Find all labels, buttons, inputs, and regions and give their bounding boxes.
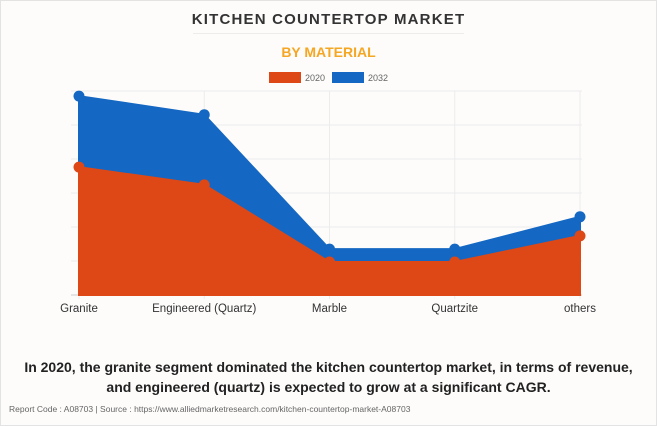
point-2032-marble [324, 243, 335, 255]
caption-line-2: and engineered (quartz) is expected to g… [106, 379, 551, 395]
x-tick-label: others [564, 303, 596, 315]
point-2020-others [574, 230, 586, 242]
chart-caption: In 2020, the granite segment dominated t… [0, 357, 657, 397]
legend-label-2020: 2020 [304, 72, 325, 83]
point-2020-granite [73, 161, 85, 173]
legend-item-2032[interactable]: 2032 [332, 72, 388, 83]
point-2032-quartzite [449, 243, 461, 255]
title-divider [193, 33, 464, 34]
legend-label-2032: 2032 [368, 72, 389, 83]
point-2020-engineered-quartz [198, 179, 210, 191]
legend: 2020 2032 [0, 72, 657, 83]
caption-line-1: In 2020, the granite segment dominated t… [24, 359, 633, 375]
point-2032-engineered-quartz [198, 109, 210, 121]
x-tick-label: Marble [312, 303, 347, 315]
point-2020-marble [324, 256, 335, 268]
point-2020-quartzite [449, 256, 461, 268]
legend-swatch-2020 [268, 72, 301, 83]
legend-swatch-2032 [332, 72, 364, 83]
x-tick-label: Granite [60, 303, 98, 315]
x-tick-label: Quartzite [431, 303, 478, 315]
legend-item-2020[interactable]: 2020 [268, 72, 325, 83]
source-footer: Report Code : A08703 | Source : https://… [9, 404, 411, 414]
chart-subtitle: BY MATERIAL [281, 44, 376, 60]
x-tick-label: Engineered (Quartz) [152, 303, 256, 315]
chart-title: KITCHEN COUNTERTOP MARKET [191, 11, 466, 28]
point-2032-granite [73, 90, 85, 102]
point-2032-others [574, 211, 586, 223]
